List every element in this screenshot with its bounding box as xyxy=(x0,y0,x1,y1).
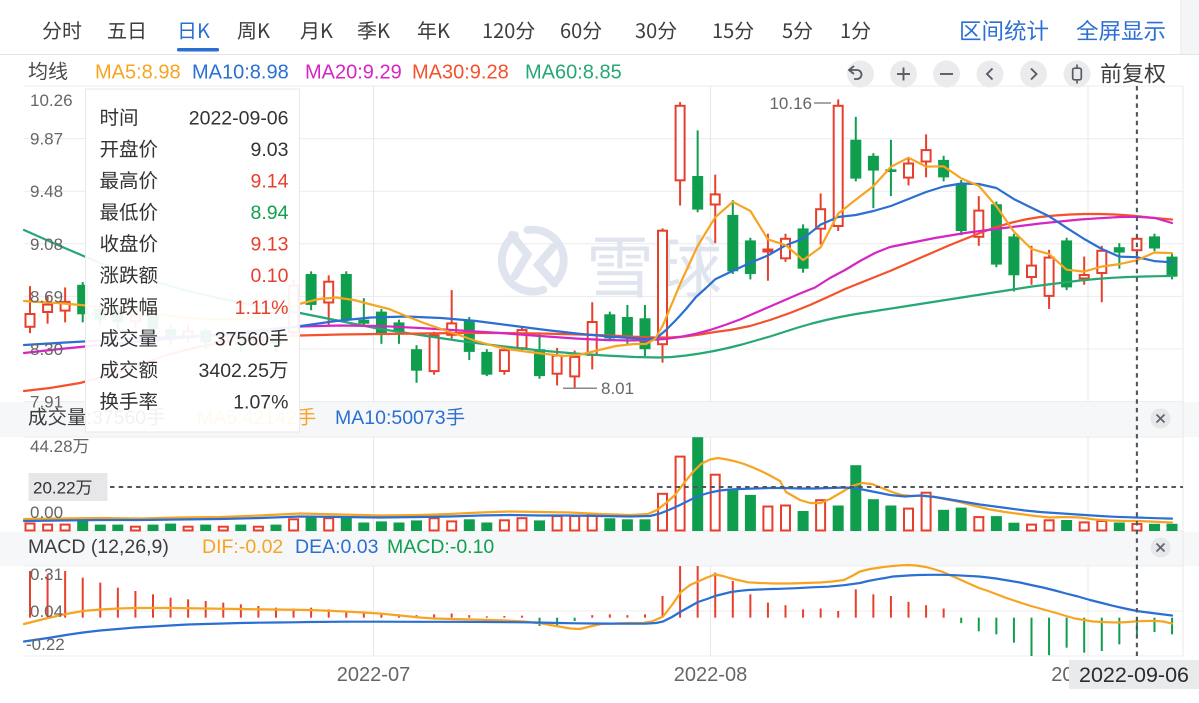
svg-text:9.13: 9.13 xyxy=(251,234,289,256)
svg-text:9.08: 9.08 xyxy=(30,235,63,254)
svg-text:MACD (12,26,9): MACD (12,26,9) xyxy=(28,536,169,558)
svg-text:MA10:50073: MA10:50073 xyxy=(335,407,446,429)
svg-text:2022-07: 2022-07 xyxy=(337,664,410,686)
svg-text:2022-09-06: 2022-09-06 xyxy=(1079,663,1189,687)
svg-text:3402.25: 3402.25 xyxy=(199,360,270,382)
svg-text:MA30:9.28: MA30:9.28 xyxy=(412,62,509,84)
svg-text:37560: 37560 xyxy=(215,328,269,350)
svg-text:-0.22: -0.22 xyxy=(26,635,65,654)
svg-text:9.87: 9.87 xyxy=(30,130,63,149)
svg-text:0.04: 0.04 xyxy=(30,602,63,621)
svg-text:20.22: 20.22 xyxy=(33,479,76,498)
svg-text:1.11%: 1.11% xyxy=(235,297,289,319)
svg-text:0.31: 0.31 xyxy=(30,565,63,584)
svg-text:0.00: 0.00 xyxy=(30,503,63,522)
svg-text:DEA:0.03: DEA:0.03 xyxy=(295,536,378,558)
svg-text:8.94: 8.94 xyxy=(251,202,289,224)
svg-text:9.14: 9.14 xyxy=(251,171,289,193)
svg-text:10.26: 10.26 xyxy=(30,91,73,110)
svg-text:10.16: 10.16 xyxy=(769,94,812,113)
svg-text:MA10:8.98: MA10:8.98 xyxy=(192,62,289,84)
svg-text:1.07%: 1.07% xyxy=(233,391,288,413)
svg-text:2022-09-06: 2022-09-06 xyxy=(189,108,289,130)
svg-text:DIF:-0.02: DIF:-0.02 xyxy=(202,536,283,558)
svg-text:0.10: 0.10 xyxy=(251,265,289,287)
svg-text:9.48: 9.48 xyxy=(30,182,63,201)
svg-text:MACD:-0.10: MACD:-0.10 xyxy=(387,536,494,558)
svg-text:MA60:8.85: MA60:8.85 xyxy=(525,62,622,84)
svg-text:MA5:8.98: MA5:8.98 xyxy=(95,62,181,84)
svg-text:8.01: 8.01 xyxy=(601,379,634,398)
svg-text:44.28: 44.28 xyxy=(30,437,73,456)
svg-text:MA20:9.29: MA20:9.29 xyxy=(305,62,402,84)
svg-text:9.03: 9.03 xyxy=(251,139,289,161)
svg-text:8.69: 8.69 xyxy=(30,287,63,306)
svg-text:7.91: 7.91 xyxy=(30,393,63,412)
svg-text:2022-08: 2022-08 xyxy=(674,664,747,686)
svg-text:8.30: 8.30 xyxy=(30,340,63,359)
